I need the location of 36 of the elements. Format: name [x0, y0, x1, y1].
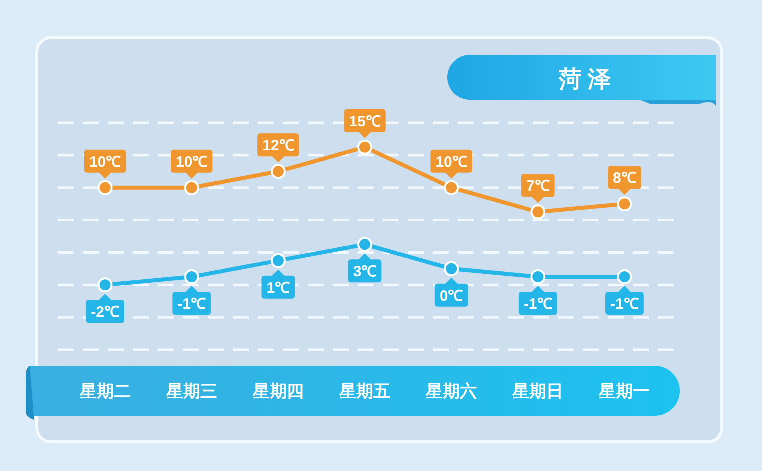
x-tick-label: 星期日 [512, 382, 564, 401]
x-tick-label: 星期三 [165, 382, 218, 401]
point [617, 196, 632, 212]
data-label: 0℃ [440, 288, 464, 305]
point [184, 270, 200, 285]
point [444, 261, 460, 276]
point [530, 270, 546, 285]
point [530, 204, 546, 220]
data-label: -2℃ [91, 304, 120, 322]
point [184, 180, 200, 196]
point [617, 270, 632, 285]
x-tick-label: 星期五 [338, 382, 390, 401]
data-label: -1℃ [178, 296, 206, 314]
data-label: -1℃ [524, 296, 552, 314]
point [358, 140, 372, 155]
data-label: 10℃ [436, 154, 468, 171]
point [98, 278, 113, 293]
point [270, 253, 286, 268]
x-tick-label: 星期二 [78, 382, 131, 401]
data-label: 10℃ [89, 154, 122, 171]
chart-title: 菏泽 [558, 66, 617, 92]
data-label: 8℃ [613, 170, 636, 188]
data-label: 7℃ [526, 178, 550, 196]
data-label: 10℃ [176, 154, 208, 171]
data-label: 3℃ [353, 264, 377, 281]
point [358, 237, 372, 252]
point [444, 180, 460, 196]
point [98, 180, 113, 196]
point [270, 164, 286, 180]
data-label: 15℃ [349, 113, 381, 130]
x-tick-label: 星期一 [598, 382, 650, 401]
x-tick-label: 星期四 [252, 382, 304, 401]
data-label: -1℃ [610, 296, 639, 314]
data-label: 1℃ [266, 280, 290, 297]
x-tick-label: 星期六 [425, 382, 478, 401]
data-label: 12℃ [262, 138, 294, 155]
